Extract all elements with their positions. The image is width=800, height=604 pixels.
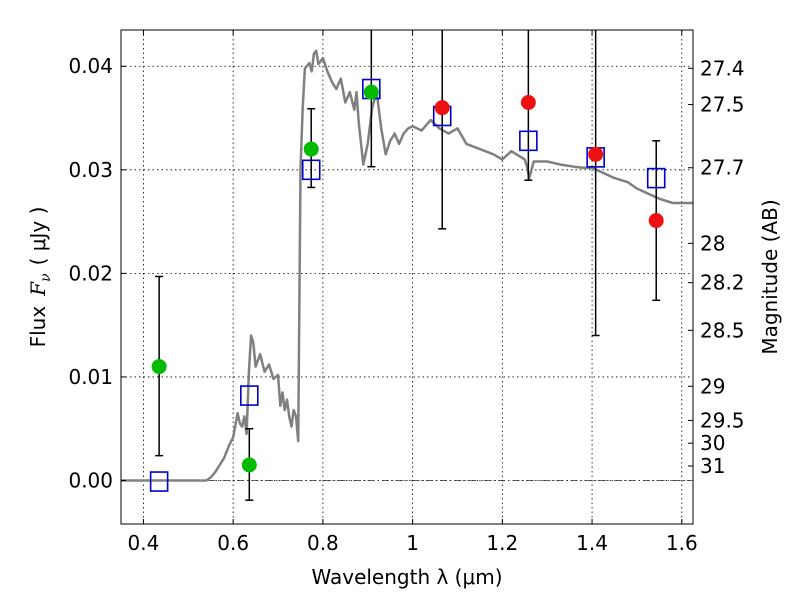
y-tick-label: 0.00	[68, 469, 113, 493]
sed-model-line	[121, 49, 693, 482]
model-flux-square	[240, 385, 259, 406]
marker-layer	[149, 78, 666, 492]
sed-line-layer	[121, 49, 693, 482]
upper-limit-point	[648, 213, 664, 229]
y-axis-label-subscript: ν	[38, 273, 54, 282]
model-flux-square	[519, 130, 538, 152]
x-tick-label: 0.6	[217, 531, 249, 555]
right-tick-label: 28.5	[700, 318, 745, 342]
right-axis-label: Magnitude (AB)	[758, 199, 782, 354]
y-tick-label: 0.03	[68, 158, 113, 182]
x-tick-label: 1.2	[486, 531, 518, 555]
detection-point	[303, 141, 319, 157]
right-tick-label: 28.2	[700, 271, 745, 295]
upper-limit-point	[588, 146, 604, 162]
detection-point	[151, 359, 167, 375]
y-tick-label: 0.04	[68, 54, 113, 78]
y-tick-label: 0.01	[68, 365, 113, 389]
upper-limit-point	[434, 100, 450, 116]
right-tick-label: 28	[700, 231, 725, 255]
upper-limit-point	[520, 94, 536, 110]
right-tick-label: 27.7	[700, 156, 745, 180]
errorbar-layer	[155, 30, 661, 501]
y-axis-label-symbol: F	[26, 281, 50, 297]
detection-point	[363, 84, 379, 100]
detection-point	[241, 457, 257, 473]
plot-frame	[120, 29, 694, 525]
y-tick-label: 0.02	[68, 261, 113, 285]
right-tick-label: 27.4	[700, 56, 745, 80]
tick-label-layer: 0.4 0.6 0.8 1 1.2 1.4 1.6 0.00 0.01 0.02 0.03 0.04 2…	[68, 54, 744, 555]
tick-layer	[121, 30, 693, 524]
grid-layer	[121, 30, 693, 524]
right-tick-label: 31	[700, 454, 725, 478]
model-flux-square	[149, 471, 169, 492]
right-tick-label: 27.5	[700, 93, 745, 117]
model-flux-square	[646, 167, 666, 189]
right-tick-label: 29	[700, 374, 725, 398]
x-axis-label: Wavelength λ (μm)	[311, 565, 502, 589]
model-flux-square	[301, 159, 321, 181]
y-axis-label-unit: ( μJy )	[26, 207, 50, 266]
x-tick-label: 0.8	[307, 531, 339, 555]
right-tick-label: 29.5	[700, 408, 745, 432]
y-axis-label-word: Flux	[26, 306, 50, 348]
x-tick-label: 1.4	[576, 531, 608, 555]
x-tick-label: 1	[406, 531, 419, 555]
x-tick-label: 1.6	[666, 531, 698, 555]
y-axis-label: Flux Fν ( μJy )	[26, 207, 54, 348]
x-tick-label: 0.4	[128, 531, 160, 555]
right-tick-label: 30	[700, 431, 725, 455]
